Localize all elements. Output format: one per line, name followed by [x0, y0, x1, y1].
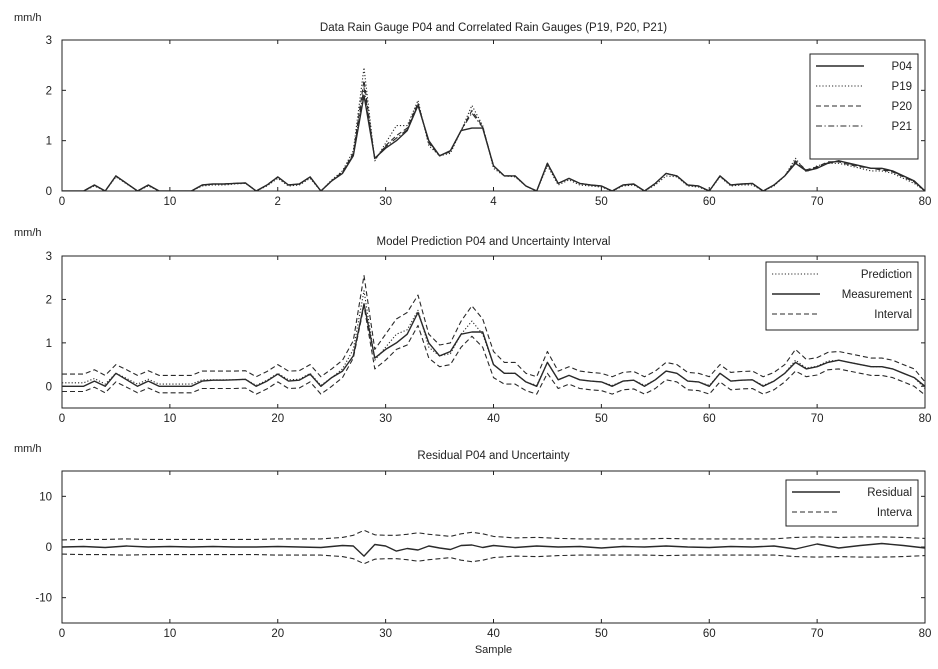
legend-label: Prediction — [861, 269, 912, 281]
chart-panel-2: Model Prediction P04 and Uncertainty Int… — [14, 227, 931, 425]
series-interval-line-upper — [62, 274, 925, 383]
legend: P04 P19 P20 P21 — [809, 53, 919, 160]
series-p20-line — [62, 79, 925, 191]
x-tick-label: 30 — [379, 413, 392, 425]
y-tick-label: 0 — [46, 542, 52, 554]
y-axis-label: mm/h — [14, 443, 42, 455]
y-tick-label: 10 — [39, 491, 52, 503]
y-tick-label: 0 — [46, 381, 52, 393]
x-tick-label: 50 — [595, 628, 608, 640]
x-tick-label: 70 — [811, 628, 824, 640]
x-tick-label: 10 — [163, 413, 176, 425]
chart-panel-1: Data Rain Gauge P04 and Correlated Rain … — [14, 12, 931, 208]
x-tick-label: 30 — [379, 196, 392, 208]
y-tick-label: 3 — [46, 251, 52, 263]
series-interval-lower-line-lower — [62, 553, 925, 565]
legend-label: P20 — [892, 101, 912, 113]
legend-label: Residual — [867, 487, 912, 499]
series-p04-line — [62, 94, 925, 191]
x-tick-label: 70 — [811, 196, 824, 208]
legend-label: Measurement — [842, 289, 913, 301]
series-interval-lower-line-lower — [62, 305, 925, 396]
x-tick-label: 4 — [490, 196, 497, 208]
chart-title: Model Prediction P04 and Uncertainty Int… — [377, 236, 611, 248]
legend-label: Interval — [874, 309, 912, 321]
x-tick-label: 60 — [703, 628, 716, 640]
x-tick-label: 30 — [379, 628, 392, 640]
x-tick-label: 0 — [59, 196, 65, 208]
series-residual-line — [62, 542, 925, 557]
x-tick-label: 70 — [811, 413, 824, 425]
legend-label: Interva — [877, 507, 913, 519]
y-tick-label: 2 — [46, 85, 52, 97]
chart-title: Data Rain Gauge P04 and Correlated Rain … — [320, 22, 667, 34]
legend: Prediction Measurement Interval — [765, 261, 919, 331]
x-tick-label: 0 — [59, 413, 65, 425]
x-tick-label: 60 — [703, 413, 716, 425]
series-measurement-line — [62, 303, 925, 387]
legend-box — [785, 479, 919, 527]
y-tick-label: 2 — [46, 294, 52, 306]
x-axis-label: Sample — [475, 644, 512, 656]
legend: Residual Interva — [785, 479, 919, 527]
y-tick-label: 3 — [46, 35, 52, 47]
y-axis-label: mm/h — [14, 227, 42, 239]
legend-label: P19 — [892, 81, 912, 93]
series-p19-line — [62, 67, 925, 191]
series-interva-line-upper — [62, 529, 925, 541]
legend-box — [765, 261, 919, 331]
chart-title: Residual P04 and Uncertainty — [417, 450, 569, 462]
y-axis-label: mm/h — [14, 12, 42, 24]
x-tick-label: 50 — [595, 196, 608, 208]
x-tick-label: 20 — [271, 628, 284, 640]
x-tick-label: 80 — [919, 413, 932, 425]
x-tick-label: 80 — [919, 628, 932, 640]
plot-area — [61, 39, 926, 192]
x-tick-label: 2 — [275, 196, 281, 208]
x-tick-label: 40 — [487, 628, 500, 640]
legend-label: P21 — [892, 121, 912, 133]
chart-panel-3: Residual P04 and Uncertainty mm/h 0 10 20 30 4… — [14, 443, 931, 656]
x-tick-label: 20 — [271, 413, 284, 425]
x-tick-label: 60 — [703, 196, 716, 208]
y-tick-label: -10 — [35, 593, 52, 605]
legend-label: P04 — [892, 61, 913, 73]
x-tick-label: 0 — [59, 628, 65, 640]
y-tick-label: 1 — [46, 338, 52, 350]
x-tick-label: 80 — [919, 196, 932, 208]
series-p21-line — [62, 87, 925, 191]
x-tick-label: 10 — [163, 196, 176, 208]
y-tick-label: 1 — [46, 136, 52, 148]
y-tick-label: 0 — [46, 186, 52, 198]
x-tick-label: 40 — [487, 413, 500, 425]
x-tick-label: 10 — [163, 628, 176, 640]
x-tick-label: 50 — [595, 413, 608, 425]
